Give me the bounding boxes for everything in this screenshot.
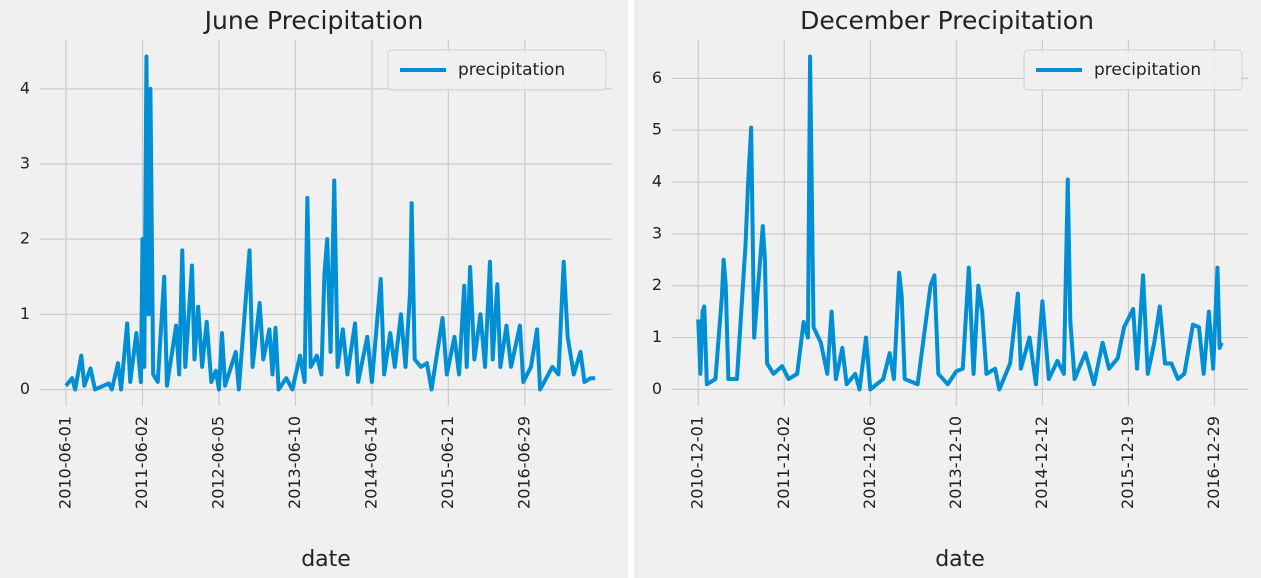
x-tick-label: 2012-12-06	[860, 416, 879, 509]
x-tick-label: 2010-06-01	[56, 416, 75, 509]
panel-background	[634, 0, 1261, 578]
y-tick-label: 0	[652, 379, 662, 398]
y-tick-label: 2	[652, 275, 662, 294]
x-tick-label: 2016-12-29	[1204, 416, 1223, 509]
x-tick-label: 2011-06-02	[132, 416, 151, 509]
x-tick-label: 2011-12-02	[774, 416, 793, 509]
x-tick-label: 2013-12-10	[946, 416, 965, 509]
x-axis-label: date	[935, 547, 985, 572]
x-tick-label: 2014-12-12	[1032, 416, 1051, 509]
x-tick-label: 2010-12-01	[688, 416, 707, 509]
line-series	[64, 54, 596, 392]
y-tick-label: 6	[652, 68, 662, 87]
y-tick-label: 3	[20, 154, 30, 173]
chart-title: December Precipitation	[800, 6, 1094, 35]
y-tick-label: 0	[20, 379, 30, 398]
legend-box	[1023, 49, 1243, 91]
x-tick-label: 2015-12-19	[1118, 416, 1137, 509]
x-axis-label: date	[301, 547, 351, 572]
x-tick-label: 2016-06-29	[514, 416, 533, 509]
y-tick-label: 2	[20, 229, 30, 248]
x-tick-label: 2015-06-21	[438, 416, 457, 509]
x-tick-label: 2013-06-10	[285, 416, 304, 509]
y-tick-label: 1	[652, 327, 662, 346]
x-tick-label: 2014-06-14	[361, 416, 380, 509]
chart-title: June Precipitation	[203, 6, 424, 35]
legend-label: precipitation	[1094, 60, 1201, 80]
y-tick-label: 1	[20, 304, 30, 323]
y-tick-label: 5	[652, 120, 662, 139]
panel-background	[0, 0, 628, 578]
legend-label: precipitation	[458, 60, 565, 80]
y-tick-label: 4	[652, 172, 662, 191]
y-tick-label: 3	[652, 223, 662, 242]
line-series	[696, 54, 1224, 392]
x-tick-label: 2012-06-05	[208, 416, 227, 509]
y-tick-label: 4	[20, 78, 30, 97]
legend-box	[387, 49, 607, 91]
